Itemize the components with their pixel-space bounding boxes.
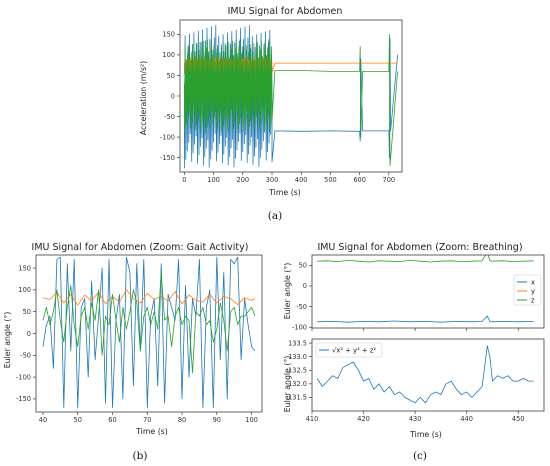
x-tick-label: 60 [108, 416, 116, 424]
panel-a-xlabel: Time (s) [268, 188, 301, 197]
series-group [42, 256, 256, 409]
y-tick-label: 133.0 [288, 353, 307, 361]
y-tick-label: -100 [16, 373, 31, 381]
panel-b-plot: 40 50 60 70 80 90 100 -150 -100 -50 0 50 100 150 [16, 254, 263, 424]
x-tick-label: 100 [207, 176, 220, 184]
series-line-x [42, 256, 256, 409]
y-tick-label: 100 [18, 286, 31, 294]
y-tick-label: 150 [162, 31, 175, 39]
chart-panel-b: IMU Signal for Abdomen (Zoom: Gait Activ… [3, 242, 263, 462]
panel-c-top-ylabel: Euler angle (°) [283, 263, 292, 320]
y-tick-label: 50 [299, 262, 307, 270]
y-tick-label: 132.5 [288, 367, 307, 375]
y-tick-label: 0 [27, 330, 31, 338]
y-tick-label: -100 [292, 323, 307, 331]
x-tick-label: 440 [460, 415, 473, 423]
panel-a-plot: 0 100 200 300 400 500 600 700 -150 -100 -50 0 50 100 1… [160, 19, 403, 184]
y-tick-label: -50 [20, 352, 31, 360]
panel-c-bottom-ylabel: Euler angle (°) [283, 356, 292, 413]
x-tick-label: 430 [409, 415, 422, 423]
panel-b-title: IMU Signal for Abdomen (Zoom: Gait Activ… [32, 242, 249, 253]
y-tick-label: -50 [164, 113, 175, 121]
y-tick-label: -150 [160, 154, 175, 162]
legend-label-x: x [531, 278, 535, 286]
y-tick-label: -150 [16, 395, 31, 403]
panel-c-xlabel: Time (s) [409, 430, 442, 439]
caption-b: (b) [133, 450, 148, 462]
x-tick-label: 90 [213, 416, 221, 424]
legend-label-y: y [531, 287, 535, 295]
series-line-y [42, 289, 256, 306]
chart-panel-a: IMU Signal for Abdomen 0 100 200 300 400 500 6… [139, 6, 403, 222]
chart-panel-c: IMU Signal for Abdomen (Zoom: Breathing)… [283, 242, 545, 462]
series-line-x [317, 315, 534, 323]
panel-c-top-plot: -100 -50 0 50 xyz [292, 254, 545, 331]
y-tick-label: 132.0 [288, 380, 307, 388]
panel-c-title: IMU Signal for Abdomen (Zoom: Breathing) [317, 242, 522, 253]
x-tick-label: 500 [324, 176, 337, 184]
y-tick-label: 133.5 [288, 339, 307, 347]
x-tick-label: 100 [245, 416, 258, 424]
caption-c: (c) [413, 450, 427, 462]
panel-a-ylabel: Acceleration (m/s²) [139, 61, 148, 135]
y-tick-label: 100 [162, 51, 175, 59]
x-tick-label: 300 [266, 176, 279, 184]
y-tick-label: -50 [296, 303, 307, 311]
panel-b-ylabel: Euler angle (°) [3, 312, 12, 369]
x-tick-label: 700 [383, 176, 396, 184]
series-line-z [42, 271, 256, 374]
y-tick-label: 150 [18, 264, 31, 272]
series-line-z [317, 255, 534, 263]
x-tick-label: 80 [178, 416, 186, 424]
axes-frame [311, 338, 545, 412]
legend-label-m: √x² + y² + z² [332, 346, 376, 354]
axes-frame [311, 254, 545, 329]
panel-b-xlabel: Time (s) [135, 427, 168, 436]
legend-box [315, 342, 383, 358]
y-tick-label: 131.5 [288, 394, 307, 402]
series-group [317, 255, 534, 323]
y-tick-label: 50 [167, 72, 175, 80]
panel-c-bottom-plot: 410 420 430 440 450 131.5 132.0 132.5 133.0 133.5… [288, 338, 545, 423]
x-tick-label: 600 [353, 176, 366, 184]
series-line-m [316, 345, 534, 404]
y-tick-label: -100 [160, 133, 175, 141]
series-group [183, 24, 398, 169]
x-tick-label: 410 [306, 415, 319, 423]
x-tick-label: 50 [74, 416, 82, 424]
y-tick-label: 0 [303, 282, 307, 290]
caption-a: (a) [268, 210, 282, 222]
y-tick-label: 50 [23, 308, 31, 316]
series-line-z [183, 34, 398, 167]
x-tick-label: 450 [512, 415, 525, 423]
series-group [316, 345, 534, 404]
legend-label-z: z [531, 296, 535, 304]
y-tick-label: 0 [171, 92, 175, 100]
x-tick-label: 0 [182, 176, 186, 184]
panel-a-title: IMU Signal for Abdomen [228, 6, 343, 17]
x-tick-label: 200 [237, 176, 250, 184]
x-tick-label: 70 [143, 416, 151, 424]
x-tick-label: 400 [295, 176, 308, 184]
x-tick-label: 40 [39, 416, 47, 424]
x-tick-label: 420 [357, 415, 370, 423]
